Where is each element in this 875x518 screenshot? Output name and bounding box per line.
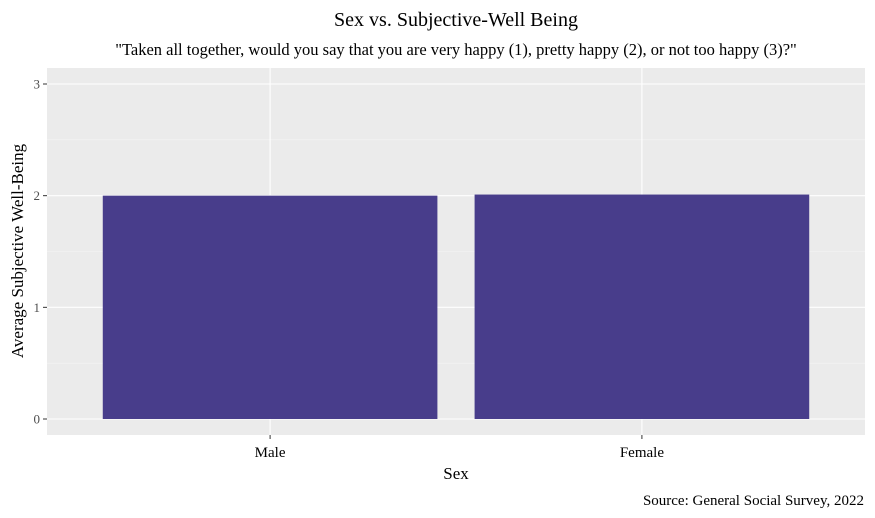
bar-male	[102, 195, 438, 419]
x-axis-ticks: Male Female	[255, 435, 664, 461]
x-tick-label-female: Female	[620, 445, 664, 461]
y-tick-label: 3	[34, 77, 41, 92]
y-axis-title: Average Subjective Well-Being	[8, 143, 27, 358]
x-tick-label-male: Male	[255, 445, 286, 461]
y-tick-label: 2	[34, 188, 41, 203]
bars	[102, 194, 810, 419]
x-axis-title: Sex	[443, 464, 469, 483]
y-axis-ticks: 0 1 2 3	[34, 77, 47, 427]
chart-title: Sex vs. Subjective-Well Being	[334, 9, 578, 31]
chart-subtitle: "Taken all together, would you say that …	[115, 40, 797, 59]
y-tick-label: 1	[34, 300, 41, 315]
bar-female	[474, 194, 810, 419]
chart-caption: Source: General Social Survey, 2022	[643, 493, 864, 509]
y-tick-label: 0	[34, 412, 41, 427]
